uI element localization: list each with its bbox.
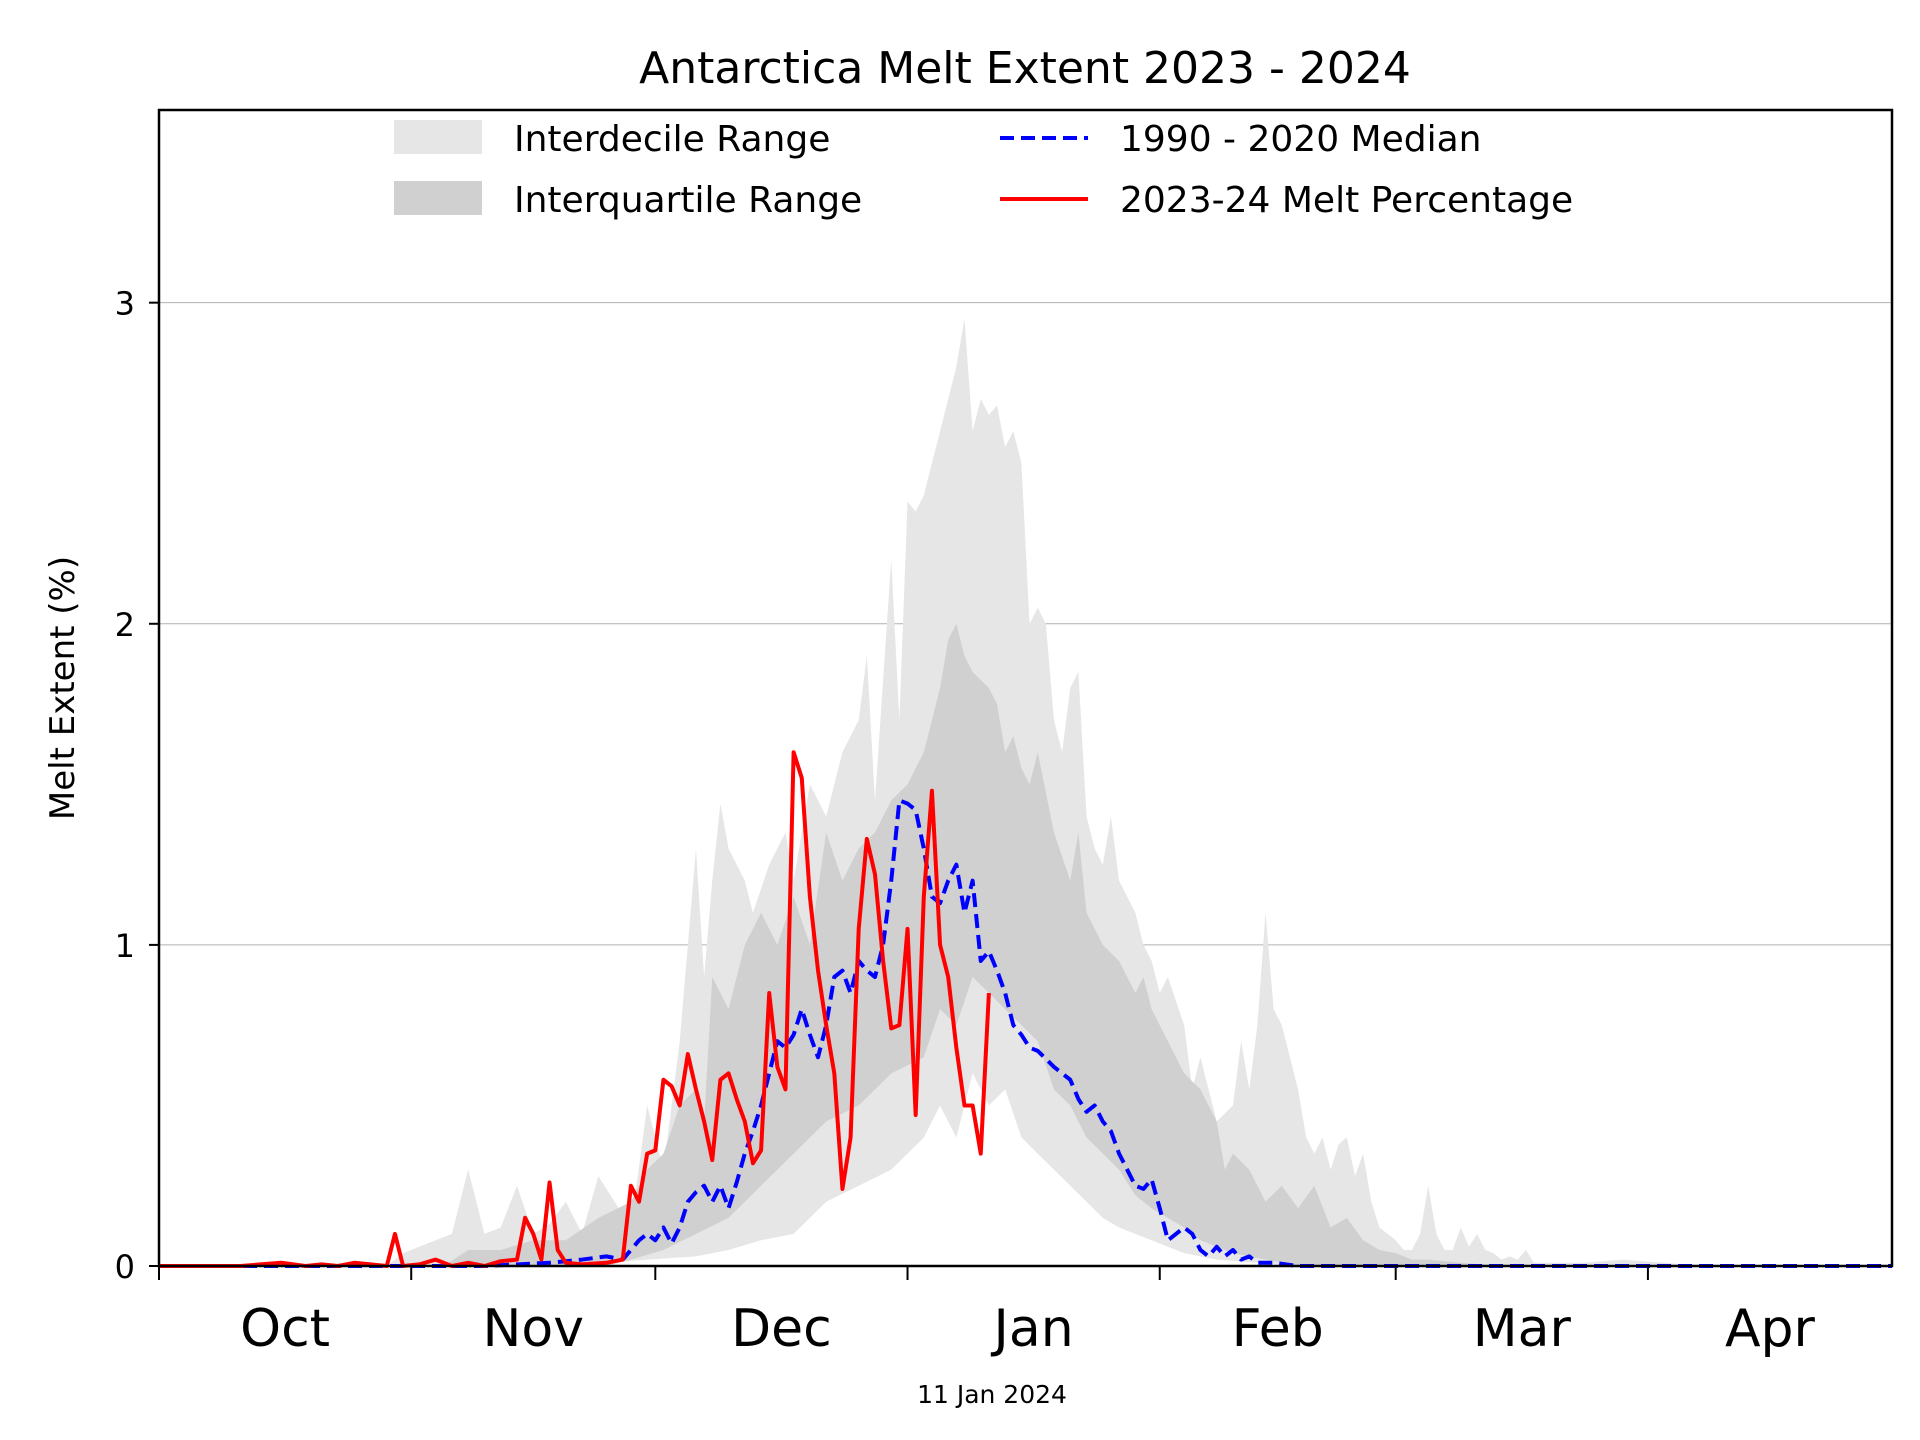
legend-label: Interquartile Range — [514, 180, 862, 221]
plot-frame — [157, 108, 1894, 1268]
interquartile-band — [159, 623, 1892, 1266]
legend-swatch-band — [394, 181, 482, 215]
legend-label: Interdecile Range — [514, 119, 830, 160]
chart-title: Antarctica Melt Extent 2023 - 2024 — [639, 43, 1411, 94]
y-axis-label: Melt Extent (%) — [43, 556, 83, 820]
y-tick-label: 0 — [115, 1248, 135, 1286]
x-month-label: Apr — [1725, 1299, 1816, 1359]
range-bands — [159, 318, 1892, 1266]
x-month-label: Nov — [483, 1299, 585, 1359]
x-month-label: Jan — [991, 1299, 1074, 1359]
melt-percentage-line — [159, 750, 991, 1268]
x-month-label: Feb — [1232, 1299, 1324, 1359]
y-tick-label: 2 — [115, 606, 135, 644]
x-month-label: Oct — [240, 1299, 330, 1359]
legend-label: 2023-24 Melt Percentage — [1120, 180, 1573, 221]
legend-swatch-band — [394, 120, 482, 154]
legend-label: 1990 - 2020 Median — [1120, 119, 1482, 160]
y-tick-label: 1 — [115, 927, 135, 965]
series-lines — [159, 750, 1892, 1268]
median-line — [159, 798, 1892, 1268]
x-month-label: Mar — [1473, 1299, 1572, 1359]
y-tick-label: 3 — [115, 285, 135, 323]
x-month-label: Dec — [731, 1299, 832, 1359]
axes: 0 1 2 3 Oct Nov Dec Jan Feb Mar Apr — [115, 285, 1816, 1359]
legend: Interdecile Range 1990 - 2020 Median Inter… — [394, 119, 1573, 221]
footnote-date: 11 Jan 2024 — [917, 1380, 1067, 1409]
